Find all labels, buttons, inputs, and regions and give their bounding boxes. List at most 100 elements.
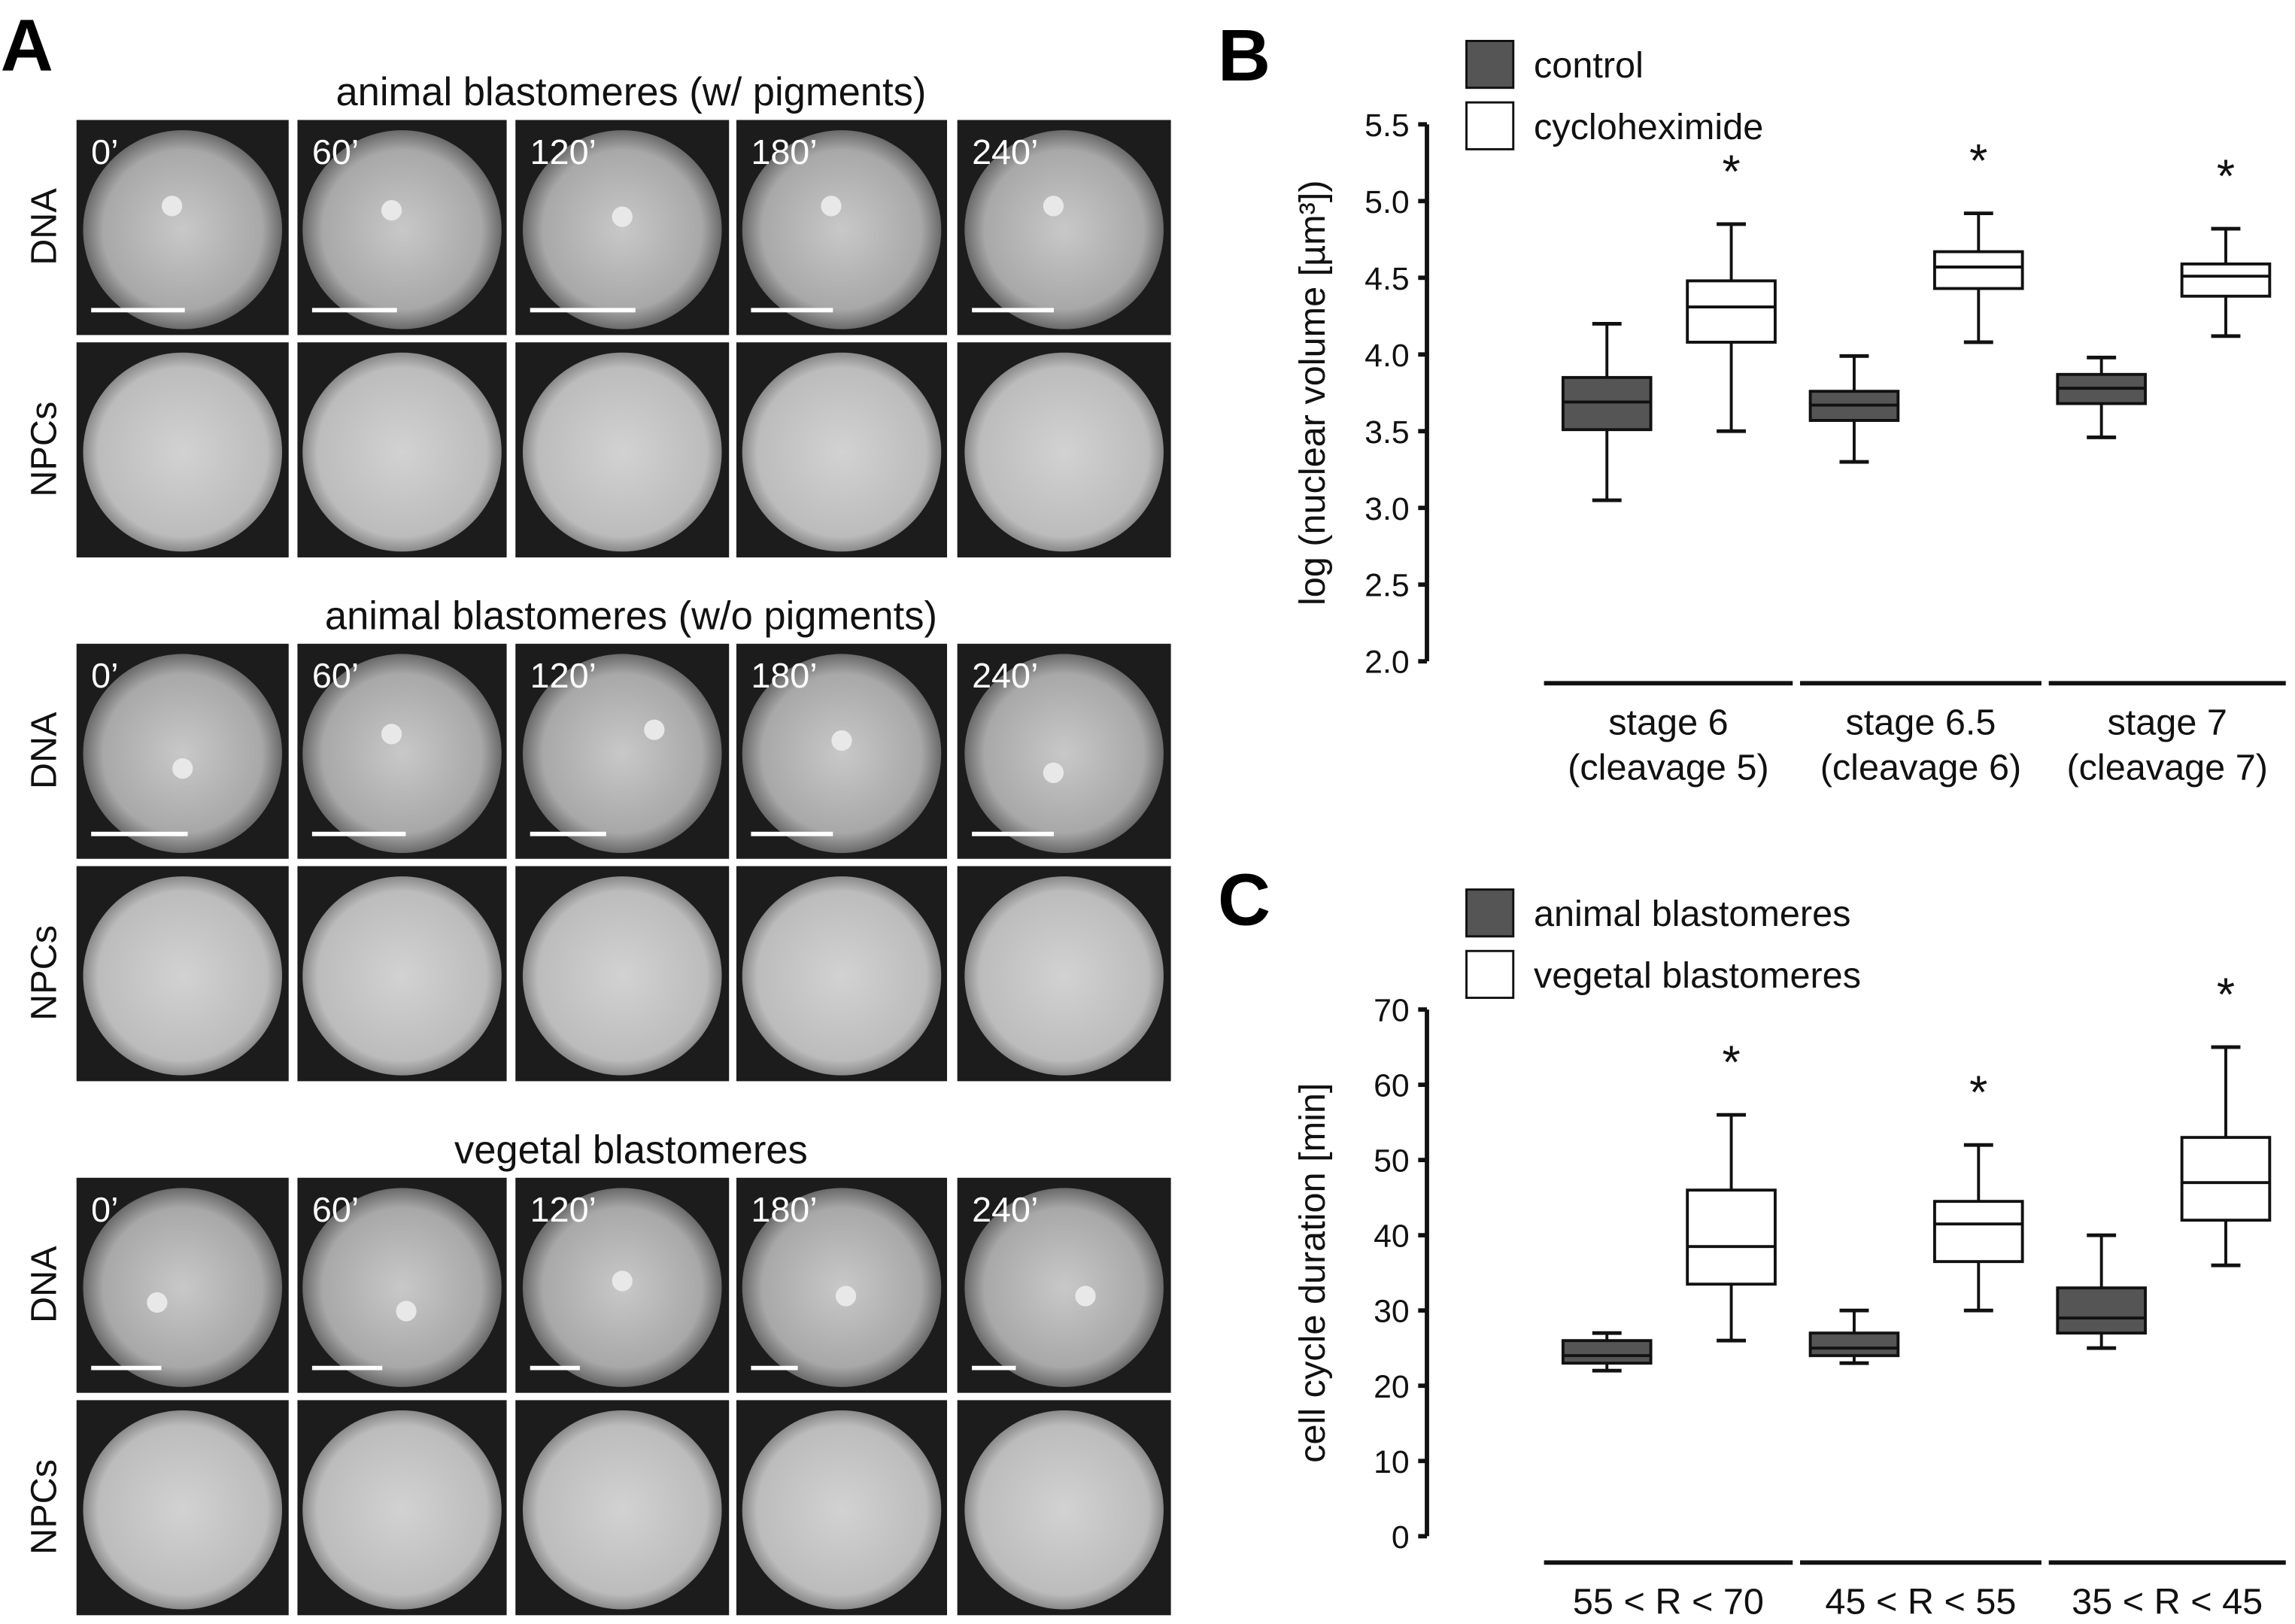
significance-marker: * — [1969, 135, 1987, 187]
cell — [302, 352, 502, 552]
npc-micrograph — [515, 866, 730, 1082]
dna-micrograph: 60’ — [297, 120, 507, 335]
cell — [522, 1410, 722, 1610]
nucleus — [612, 1270, 633, 1292]
cell — [964, 654, 1164, 853]
box-iqr — [1561, 375, 1653, 432]
nucleus — [612, 206, 633, 227]
dna-micrograph: 0’ — [76, 120, 289, 335]
box-control — [1561, 322, 1653, 502]
significance-marker: * — [2217, 150, 2235, 202]
dna-micrograph: 120’ — [515, 643, 730, 859]
npc-micrograph — [297, 342, 507, 558]
legend-swatch — [1465, 101, 1515, 150]
y-tick-label: 2.5 — [1365, 568, 1409, 604]
y-tick-label: 2.0 — [1365, 645, 1409, 681]
box-iqr — [1561, 1339, 1653, 1365]
y-tick-label: 4.0 — [1365, 338, 1409, 374]
significance-marker: * — [2217, 969, 2235, 1021]
row-label: DNA — [23, 188, 64, 266]
legend-swatch — [1465, 949, 1515, 999]
nucleus — [821, 196, 842, 217]
nucleus — [1075, 1286, 1096, 1307]
timepoint-label: 180’ — [751, 1190, 817, 1229]
dna-micrograph: 240’ — [957, 120, 1171, 335]
timepoint-label: 240’ — [972, 132, 1038, 172]
cell — [964, 352, 1164, 552]
cell — [742, 654, 942, 853]
cell — [522, 352, 722, 552]
timepoint-label: 180’ — [751, 656, 817, 695]
npc-micrograph — [297, 866, 507, 1082]
panel-label-a: A — [1, 4, 53, 86]
timepoint-label: 60’ — [312, 656, 359, 695]
dna-micrograph: 180’ — [736, 120, 948, 335]
section-title: animal blastomeres (w/o pigments) — [325, 593, 937, 638]
group-label: 35 < R < 45 — [2072, 1581, 2263, 1622]
cell — [964, 1188, 1164, 1387]
cell — [83, 1188, 283, 1387]
dna-micrograph: 240’ — [957, 643, 1171, 859]
box-animal-blastomeres — [1561, 1331, 1653, 1373]
timepoint-label: 0’ — [91, 656, 118, 695]
nucleus — [1043, 196, 1064, 217]
npc-micrograph — [515, 342, 730, 558]
dna-micrograph: 180’ — [736, 643, 948, 859]
panel-label-c: C — [1218, 858, 1270, 940]
nucleus — [835, 1286, 857, 1307]
y-tick-label: 10 — [1374, 1444, 1410, 1480]
nucleus — [381, 724, 402, 745]
cell — [302, 1410, 502, 1610]
row-label: DNA — [23, 712, 64, 789]
dna-micrograph: 120’ — [515, 1177, 730, 1393]
box-iqr — [1686, 279, 1777, 344]
group-label: stage 7 — [2107, 702, 2227, 742]
nucleus — [147, 1292, 168, 1313]
group-label: (cleavage 6) — [1820, 748, 2021, 788]
cell — [83, 1410, 283, 1610]
nucleus — [831, 730, 852, 751]
cell — [302, 1188, 502, 1387]
cell — [302, 130, 502, 329]
box-control — [1808, 354, 1900, 464]
box-vegetal-blastomeres: * — [1686, 1037, 1777, 1343]
group-label: 55 < R < 70 — [1573, 1581, 1764, 1622]
box-cycloheximide: * — [1686, 146, 1777, 433]
cell — [83, 876, 283, 1076]
box-control — [2056, 355, 2147, 439]
y-tick-label: 0 — [1392, 1519, 1410, 1556]
npc-micrograph — [515, 1400, 730, 1616]
cell — [742, 1410, 942, 1610]
section-title: animal blastomeres (w/ pigments) — [335, 70, 926, 114]
timepoint-label: 0’ — [91, 132, 118, 172]
timepoint-label: 180’ — [751, 132, 817, 172]
significance-marker: * — [1722, 1037, 1740, 1088]
box-iqr — [1686, 1188, 1777, 1286]
cell — [742, 876, 942, 1076]
dna-micrograph: 240’ — [957, 1177, 1171, 1393]
cell — [964, 876, 1164, 1076]
dna-micrograph: 0’ — [76, 643, 289, 859]
dna-micrograph: 180’ — [736, 1177, 948, 1393]
cell — [522, 130, 722, 329]
box-animal-blastomeres — [1808, 1308, 1900, 1365]
legend-swatch — [1465, 40, 1515, 90]
panel-c-chart: 0 10 20 30 40 50 60 70 cell cycle duration [min]… — [1292, 888, 2286, 1622]
y-tick-label: 30 — [1374, 1294, 1410, 1330]
box-iqr — [1932, 250, 2024, 290]
npc-micrograph — [957, 866, 1171, 1082]
box-iqr — [1932, 1200, 2024, 1264]
timepoint-label: 0’ — [91, 1190, 118, 1229]
cell — [964, 1410, 1164, 1610]
npc-micrograph — [736, 866, 948, 1082]
nucleus — [172, 758, 193, 779]
timepoint-label: 60’ — [312, 132, 359, 172]
npc-micrograph — [76, 866, 289, 1082]
dna-micrograph: 0’ — [76, 1177, 289, 1393]
group-label: 45 < R < 55 — [1825, 1581, 2016, 1622]
timepoint-label: 240’ — [972, 656, 1038, 695]
section-title: vegetal blastomeres — [454, 1128, 808, 1172]
npc-micrograph — [76, 342, 289, 558]
row-label: DNA — [23, 1246, 64, 1323]
box-animal-blastomeres — [2056, 1233, 2147, 1350]
